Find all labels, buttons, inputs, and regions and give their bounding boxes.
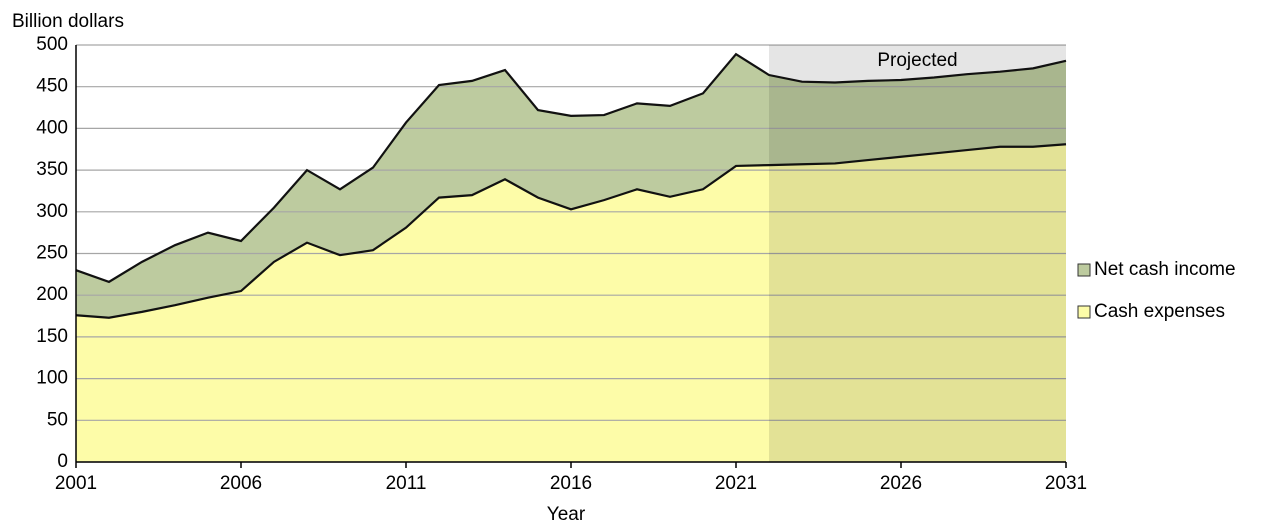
area: [76, 54, 1066, 318]
x-tick-label: 2021: [715, 473, 757, 494]
y-tick-label: 150: [36, 326, 68, 347]
legend-swatch: [1077, 263, 1091, 277]
y-tick-label: 350: [36, 159, 68, 180]
y-tick-label: 500: [36, 34, 68, 55]
x-axis-label: Year: [547, 504, 586, 525]
x-tick-label: 2031: [1045, 473, 1087, 494]
legend-swatch: [1077, 305, 1091, 319]
y-tick-label: 50: [47, 409, 68, 430]
x-tick-label: 2011: [386, 473, 427, 494]
y-tick-label: 450: [36, 76, 68, 97]
series-line: [75, 52, 1067, 284]
y-tick-label: 250: [36, 243, 68, 264]
x-tick-label: 2001: [55, 473, 97, 494]
y-tick-label: 300: [36, 201, 68, 222]
y-tick-label: 0: [57, 451, 68, 472]
series-line: [75, 143, 1067, 319]
y-axis-label: Billion dollars: [12, 11, 124, 32]
x-tick-label: 2016: [550, 473, 592, 494]
legend-label: Cash expenses: [1094, 301, 1225, 322]
y-tick-label: 100: [36, 368, 68, 389]
legend-label: Net cash income: [1094, 259, 1236, 280]
x-tick-label: 2026: [880, 473, 922, 494]
y-tick-label: 400: [36, 117, 68, 138]
projected-shade: [769, 45, 1066, 462]
x-tick-label: 2006: [220, 473, 262, 494]
y-tick-label: 200: [36, 284, 68, 305]
area: [76, 144, 1066, 462]
projected-label: Projected: [877, 50, 957, 71]
